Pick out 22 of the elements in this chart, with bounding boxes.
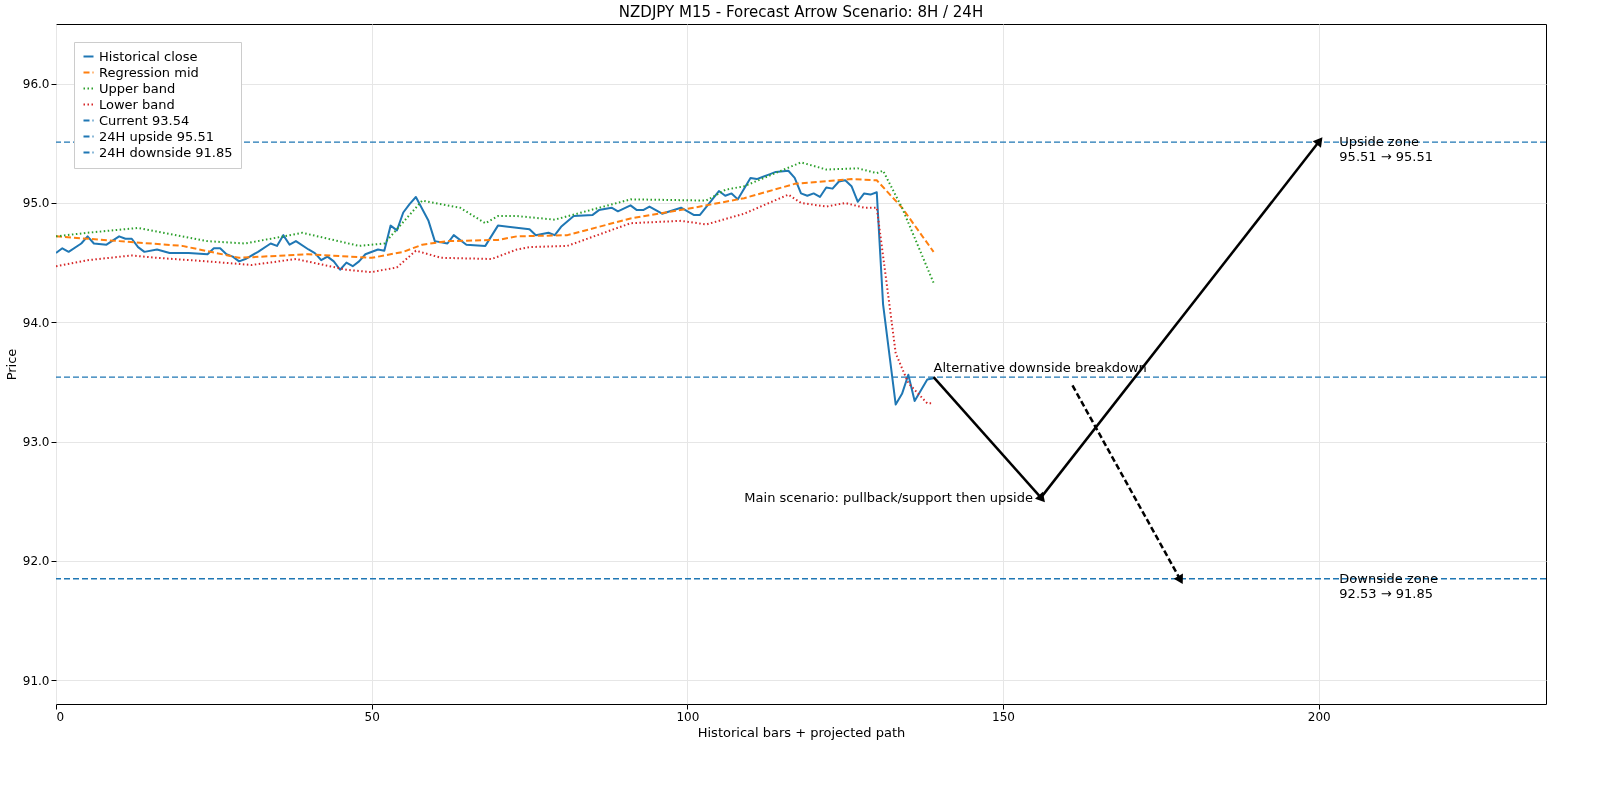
legend-label: Lower band	[99, 96, 175, 112]
legend-label: Historical close	[99, 48, 198, 64]
y-tick-label: 91.0	[22, 673, 50, 688]
x-tick-label: 100	[676, 709, 700, 724]
legend-label: Current 93.54	[99, 112, 190, 128]
legend-label: Regression mid	[99, 64, 199, 80]
x-tick-label: 150	[992, 709, 1015, 724]
x-tick-label: 50	[364, 709, 380, 724]
x-tick-label: 0	[56, 709, 65, 724]
x-tick-label: 200	[1307, 709, 1331, 724]
x-axis-title: Historical bars + projected path	[697, 724, 906, 740]
legend-label: 24H downside 91.85	[99, 144, 233, 160]
y-tick-label: 94.0	[22, 315, 50, 330]
y-tick-label: 93.0	[22, 435, 50, 450]
chart-title: NZDJPY M15 - Forecast Arrow Scenario: 8H / 24H	[618, 3, 984, 21]
y-tick-label: 92.0	[22, 554, 50, 569]
annotation: Main scenario: pullback/support then upside	[744, 489, 1033, 505]
y-tick-label: 96.0	[22, 77, 50, 92]
y-axis-title: Price	[3, 348, 19, 381]
y-tick-label: 95.0	[22, 196, 50, 211]
legend-label: Upper band	[99, 80, 176, 96]
ref-line-label: 24H upside 95.51	[99, 128, 214, 144]
